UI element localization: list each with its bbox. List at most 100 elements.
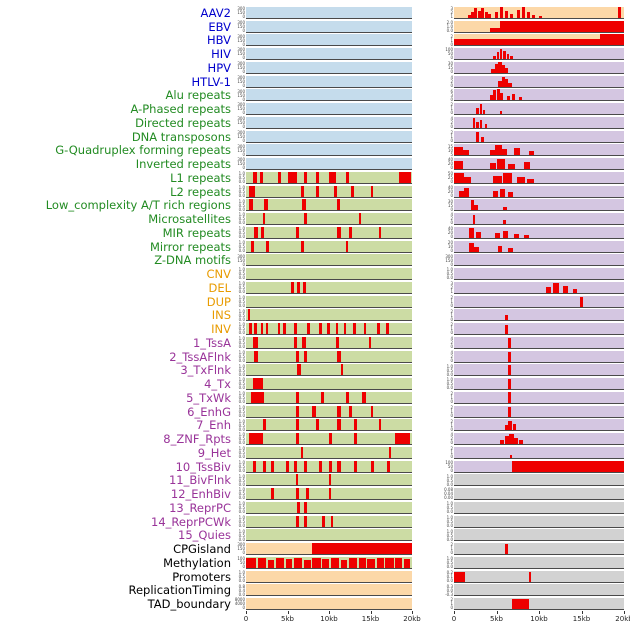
right-y-axis-ticks: 40 20 0 <box>412 227 454 239</box>
right-track-panel <box>454 543 624 556</box>
x-tick-label: 10kb <box>320 615 338 623</box>
y-tick-label: 1.0 <box>446 556 453 562</box>
left-track-panel <box>246 598 412 611</box>
track-row: Promoters 1.0 0.5 0.0 0.2 0.1 0.0 <box>6 570 630 584</box>
signal-bar <box>494 232 500 238</box>
y-tick-label: 2 <box>450 294 453 300</box>
signal-bar <box>505 79 509 87</box>
y-tick-label: 0.0 <box>238 371 245 377</box>
y-tick-label: 0 <box>450 399 453 405</box>
y-tick-label: 0.0 <box>238 316 245 322</box>
signal-bar <box>370 460 374 472</box>
y-tick-label: 1.0 <box>238 404 245 410</box>
y-tick-label: 0.5 <box>238 285 245 291</box>
row-label: 3_TxFlnk <box>180 363 231 378</box>
track-row: 8_ZNF_Rpts 1.0 0.5 0.0 4 2 0 <box>6 432 630 446</box>
right-track-panel <box>454 378 624 391</box>
track-row: INS 1.0 0.5 0.0 2 1 0 <box>6 309 630 323</box>
signal-bar <box>493 190 499 197</box>
y-tick-label: 0.0 <box>238 179 245 185</box>
left-track-panel <box>246 323 412 336</box>
y-tick-label: 0.4 <box>238 587 245 593</box>
signal-bar <box>294 460 298 472</box>
right-track-panel <box>454 130 624 143</box>
y-tick-label: 0.5 <box>238 422 245 428</box>
row-label: DEL <box>208 280 231 295</box>
signal-bar <box>499 20 624 32</box>
signal-bar <box>297 364 301 376</box>
left-track-panel <box>246 391 412 404</box>
signal-bar <box>513 147 521 156</box>
signal-bar <box>498 62 502 73</box>
y-tick-label: 2 <box>450 446 453 452</box>
left-track-panel <box>246 501 412 514</box>
y-tick-label: 0 <box>242 137 245 143</box>
signal-bar <box>260 171 264 183</box>
track-row: G-Quadruplex forming repeats 300 150 0 15 10 5 <box>6 144 630 158</box>
y-tick-label: 1.0 <box>446 377 453 383</box>
y-tick-label: 1.0 <box>238 226 245 232</box>
signal-bar <box>315 171 320 183</box>
row-label: INS <box>211 308 231 323</box>
track-row: MIR repeats 1.0 0.5 0.0 40 20 0 <box>6 226 630 240</box>
left-track-panel <box>246 529 412 542</box>
right-y-axis-ticks: 40 20 0 <box>412 158 454 170</box>
signal-bar <box>252 378 263 390</box>
y-tick-label: 0.0 <box>238 495 245 501</box>
y-tick-label: 0.2 <box>446 569 453 575</box>
left-y-axis-ticks: 1.0 0.5 0.0 <box>234 392 246 404</box>
y-tick-label: 150 <box>237 106 245 112</box>
y-tick-label: 0.0 <box>446 509 453 515</box>
track-row: TAD_boundary 8000 4000 0 2 1 0 <box>6 597 630 611</box>
signal-bar <box>267 560 275 568</box>
row-label: HTLV-1 <box>191 74 231 89</box>
signal-bar <box>343 323 347 335</box>
left-track-panel <box>246 130 412 143</box>
y-tick-label: 8000 <box>234 597 245 603</box>
y-tick-label: 3 <box>450 281 453 287</box>
y-tick-label: 0 <box>242 550 245 556</box>
row-label: 10_TssBiv <box>175 459 231 474</box>
row-label: 7_Enh <box>196 418 231 433</box>
signal-bar <box>508 247 513 252</box>
y-tick-label: 0 <box>450 69 453 75</box>
y-tick-label: 100 <box>445 47 453 53</box>
row-label: 11_BivFlnk <box>168 473 231 488</box>
x-tick-mark <box>454 611 455 614</box>
left-track-panel <box>246 433 412 446</box>
signal-bar <box>513 233 519 238</box>
track-row: Microsatellites 1.0 0.5 0.0 4 2 0 <box>6 212 630 226</box>
y-tick-label: 0.0 <box>446 481 453 487</box>
signal-bar <box>499 439 505 445</box>
right-y-axis-ticks: 0.2 0.1 0.0 <box>412 569 454 582</box>
track-row: Low_complexity A/T rich regions 1.0 0.5 0.0… <box>6 199 630 213</box>
track-row: 9_Het 1.0 0.5 0.0 2 1 0 <box>6 446 630 460</box>
x-tick-label: 5kb <box>281 615 294 623</box>
track-row: Alu repeats 300 150 0 6 3 0 <box>6 89 630 103</box>
right-y-axis-ticks: 0.3 0.0 -0.3 <box>412 584 454 596</box>
y-tick-label: 0.0 <box>238 289 245 295</box>
left-y-axis-ticks: 300 150 0 <box>234 62 246 74</box>
y-tick-label: 1.0 <box>238 363 245 369</box>
signal-bar <box>484 124 488 128</box>
signal-bar <box>493 90 497 101</box>
y-tick-label: 0.0 <box>238 467 245 473</box>
track-row: HBV 300 150 0 2 1 0 <box>6 34 630 48</box>
signal-bar <box>377 323 380 335</box>
left-track-panel <box>246 309 412 322</box>
right-track-panel <box>454 295 624 308</box>
signal-bar <box>467 14 471 18</box>
y-tick-label: 0 <box>242 124 245 130</box>
y-tick-label: 0 <box>450 550 453 556</box>
right-track-panel <box>454 529 624 542</box>
signal-bar <box>501 76 505 87</box>
signal-bar <box>362 391 366 403</box>
y-tick-label: 1.0 <box>238 322 245 328</box>
signal-bar <box>511 599 529 610</box>
row-label: 14_ReprPCWk <box>151 514 231 529</box>
y-tick-label: 0.5 <box>238 463 245 469</box>
y-tick-label: 4 <box>450 349 453 355</box>
